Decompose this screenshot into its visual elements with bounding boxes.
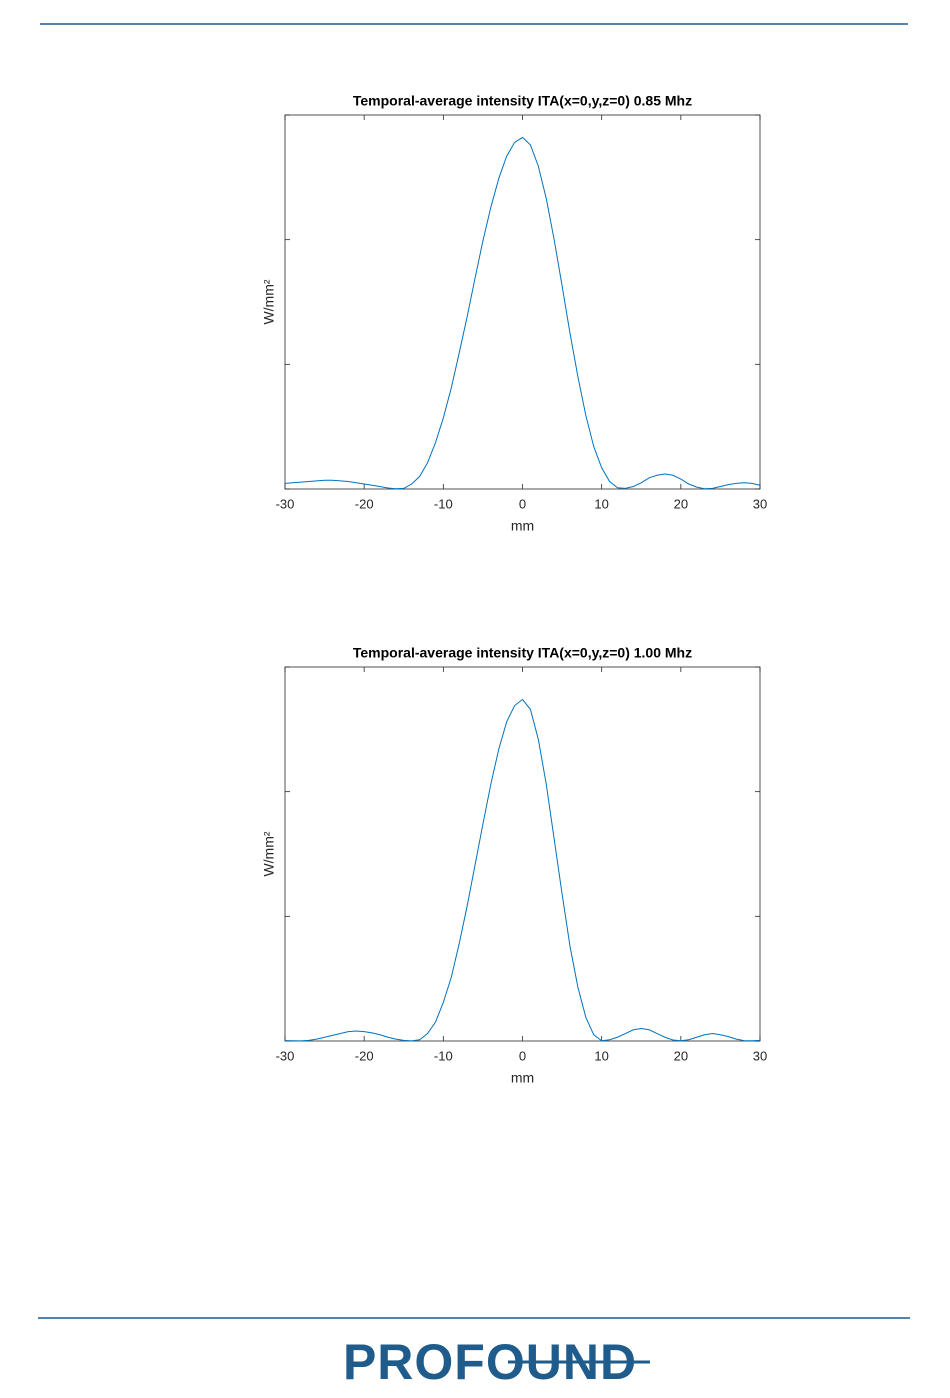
x-axis-label: mm <box>511 1070 534 1086</box>
x-tick-label: 10 <box>594 496 608 511</box>
chart-title: Temporal-average intensity ITA(x=0,y,z=0… <box>353 645 692 661</box>
plot-area <box>284 666 761 1042</box>
plot-area <box>284 114 761 490</box>
chart-title: Temporal-average intensity ITA(x=0,y,z=0… <box>353 93 692 109</box>
x-tick-label: 0 <box>519 496 526 511</box>
x-tick-label: 20 <box>674 1048 688 1063</box>
x-axis-label: mm <box>511 518 534 534</box>
x-tick-label: 20 <box>674 496 688 511</box>
x-tick-label: -10 <box>434 1048 453 1063</box>
intensity-line <box>284 698 761 1042</box>
y-axis-label: W/mm² <box>261 831 277 876</box>
y-axis-label: W/mm² <box>261 279 277 324</box>
x-tick-label: -30 <box>276 496 295 511</box>
x-tick-label: -20 <box>355 1048 374 1063</box>
x-tick-label: -30 <box>276 1048 295 1063</box>
x-tick-label: -20 <box>355 496 374 511</box>
x-tick-label: 30 <box>753 496 767 511</box>
x-tick-label: 0 <box>519 1048 526 1063</box>
x-tick-label: 10 <box>594 1048 608 1063</box>
intensity-line <box>284 136 761 490</box>
x-tick-label: -10 <box>434 496 453 511</box>
x-tick-label: 30 <box>753 1048 767 1063</box>
